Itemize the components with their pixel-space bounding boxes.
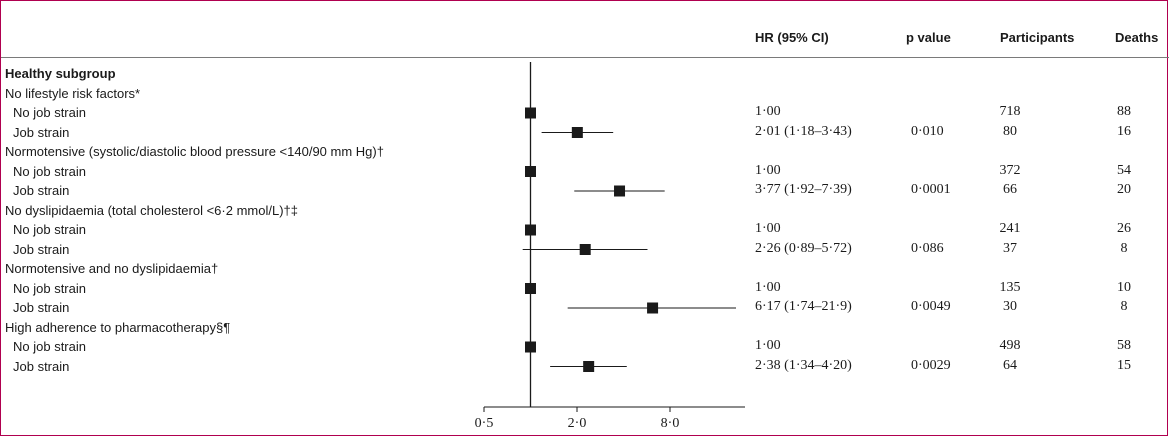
row-label: No job strain xyxy=(13,339,86,354)
deaths-value: 20 xyxy=(1117,182,1131,197)
subgroup-header: Healthy subgroup xyxy=(5,66,116,81)
row-label: No job strain xyxy=(13,280,86,296)
row-label: Job strain xyxy=(13,241,70,257)
x-tick-label: 0·5 xyxy=(475,416,494,431)
p-value: 0·0001 xyxy=(911,182,951,197)
deaths-value: 88 xyxy=(1117,104,1131,119)
x-tick-label: 2·0 xyxy=(568,416,587,431)
group-label: No lifestyle risk factors* xyxy=(5,85,141,101)
deaths-value: 16 xyxy=(1117,123,1131,139)
row-label: No job strain xyxy=(13,222,86,237)
participants-value: 30 xyxy=(1003,299,1017,314)
hr-marker xyxy=(525,341,536,353)
participants-value: 80 xyxy=(1003,123,1017,139)
participants-value: 64 xyxy=(1003,357,1017,373)
hr-value: 1·00 xyxy=(755,338,781,353)
x-tick-label: 8·0 xyxy=(661,416,680,431)
header-rule xyxy=(1,57,1169,58)
deaths-value: 8 xyxy=(1120,299,1128,314)
deaths-value: 54 xyxy=(1117,162,1131,178)
col-header-p: p value xyxy=(906,30,951,45)
participants-value: 37 xyxy=(1003,240,1017,256)
group-label: High adherence to pharmacotherapy§¶ xyxy=(5,319,231,335)
hr-marker xyxy=(525,283,536,294)
col-header-participants: Participants xyxy=(1000,30,1075,45)
hr-marker xyxy=(647,302,659,314)
hr-value: 3·77 (1·92–7·39) xyxy=(755,182,852,197)
hr-marker xyxy=(614,185,626,197)
participants-value: 718 xyxy=(999,104,1021,119)
hr-marker xyxy=(579,244,591,255)
hr-value: 1·00 xyxy=(755,104,781,119)
hr-marker xyxy=(525,224,536,236)
col-header-deaths: Deaths xyxy=(1115,30,1159,45)
p-value: 0·0029 xyxy=(911,357,951,373)
group-label: Normotensive and no dyslipidaemia† xyxy=(5,261,219,276)
participants-value: 66 xyxy=(1003,182,1017,197)
deaths-value: 26 xyxy=(1117,221,1131,236)
hr-value: 1·00 xyxy=(755,162,781,178)
row-label: Job strain xyxy=(13,183,70,198)
deaths-value: 15 xyxy=(1117,357,1131,373)
row-label: Job strain xyxy=(13,124,70,140)
deaths-value: 10 xyxy=(1117,279,1131,295)
hr-marker xyxy=(525,107,536,119)
hr-value: 2·01 (1·18–3·43) xyxy=(755,123,852,139)
participants-value: 498 xyxy=(999,338,1021,353)
participants-value: 372 xyxy=(999,162,1021,178)
participants-value: 241 xyxy=(999,221,1021,236)
row-label: Job strain xyxy=(13,300,70,315)
col-header-hr: HR (95% CI) xyxy=(755,30,829,45)
row-label: Job strain xyxy=(13,358,70,374)
hr-marker xyxy=(525,166,536,177)
hr-value: 1·00 xyxy=(755,279,781,295)
p-value: 0·0049 xyxy=(911,299,951,314)
hr-marker xyxy=(571,127,583,138)
hr-value: 2·38 (1·34–4·20) xyxy=(755,357,852,373)
group-label: No dyslipidaemia (total cholesterol <6·2… xyxy=(5,202,298,218)
row-label: No job strain xyxy=(13,163,86,179)
participants-value: 135 xyxy=(999,279,1021,295)
hr-marker xyxy=(583,361,595,372)
hr-value: 2·26 (0·89–5·72) xyxy=(755,240,852,256)
p-value: 0·086 xyxy=(911,240,944,256)
group-label: Normotensive (systolic/diastolic blood p… xyxy=(5,144,384,159)
hr-value: 1·00 xyxy=(755,221,781,236)
row-label: No job strain xyxy=(13,105,86,120)
hr-value: 6·17 (1·74–21·9) xyxy=(755,299,852,314)
deaths-value: 8 xyxy=(1120,240,1128,256)
p-value: 0·010 xyxy=(911,123,944,139)
deaths-value: 58 xyxy=(1117,338,1131,353)
